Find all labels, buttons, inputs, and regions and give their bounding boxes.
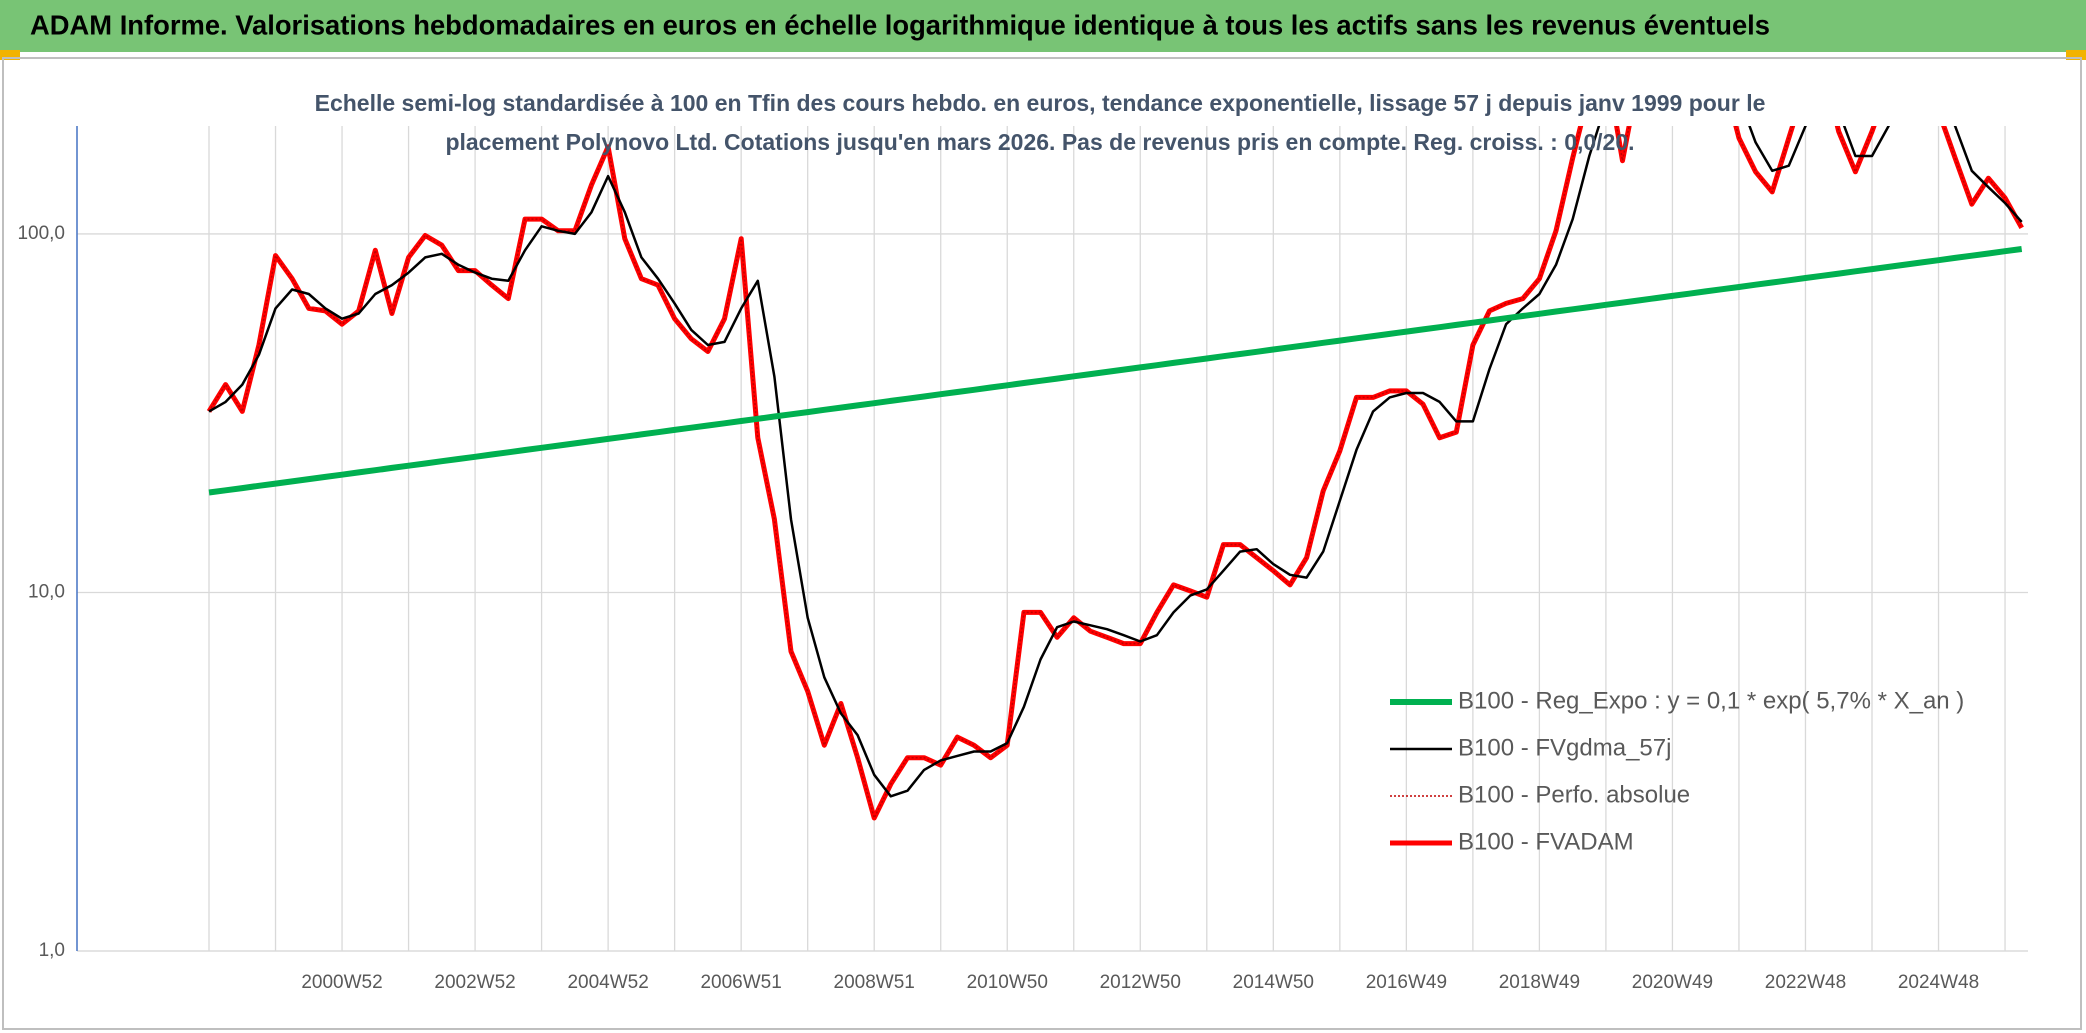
x-tick-label: 2012W50 <box>1100 972 1181 993</box>
x-tick-label: 2010W50 <box>967 972 1048 993</box>
chart-frame <box>2 57 2082 1030</box>
x-tick-label: 2022W48 <box>1765 972 1846 993</box>
header-title: ADAM Informe. Valorisations hebdomadaire… <box>30 9 1770 40</box>
x-tick-label: 2014W50 <box>1233 972 1314 993</box>
legend-label: B100 - FVgdma_57j <box>1458 734 1671 761</box>
x-tick-label: 2000W52 <box>301 972 382 993</box>
chart-subtitle: Echelle semi-log standardisée à 100 en T… <box>314 90 1766 155</box>
legend-label: B100 - FVADAM <box>1458 828 1634 855</box>
series-line <box>208 126 2023 819</box>
y-tick-label: 100,0 <box>17 223 65 244</box>
x-tick-label: 2006W51 <box>700 972 781 993</box>
series-line <box>208 246 2023 496</box>
x-tick-label: 2002W52 <box>434 972 515 993</box>
x-tick-label: 2024W48 <box>1898 972 1979 993</box>
y-tick-label: 1,0 <box>39 940 65 961</box>
corner-mark <box>2066 50 2086 60</box>
legend-label: B100 - Perfo. absolue <box>1458 781 1690 808</box>
y-tick-label: 10,0 <box>28 581 65 602</box>
series-line <box>208 126 2023 798</box>
corner-mark <box>0 50 20 60</box>
x-tick-label: 2008W51 <box>834 972 915 993</box>
x-tick-label: 2016W49 <box>1366 972 1447 993</box>
header-bar <box>0 0 2086 52</box>
x-tick-label: 2018W49 <box>1499 972 1580 993</box>
x-tick-label: 2020W49 <box>1632 972 1713 993</box>
x-tick-label: 2004W52 <box>567 972 648 993</box>
legend-label: B100 - Reg_Expo : y = 0,1 * exp( 5,7% * … <box>1458 687 1964 714</box>
